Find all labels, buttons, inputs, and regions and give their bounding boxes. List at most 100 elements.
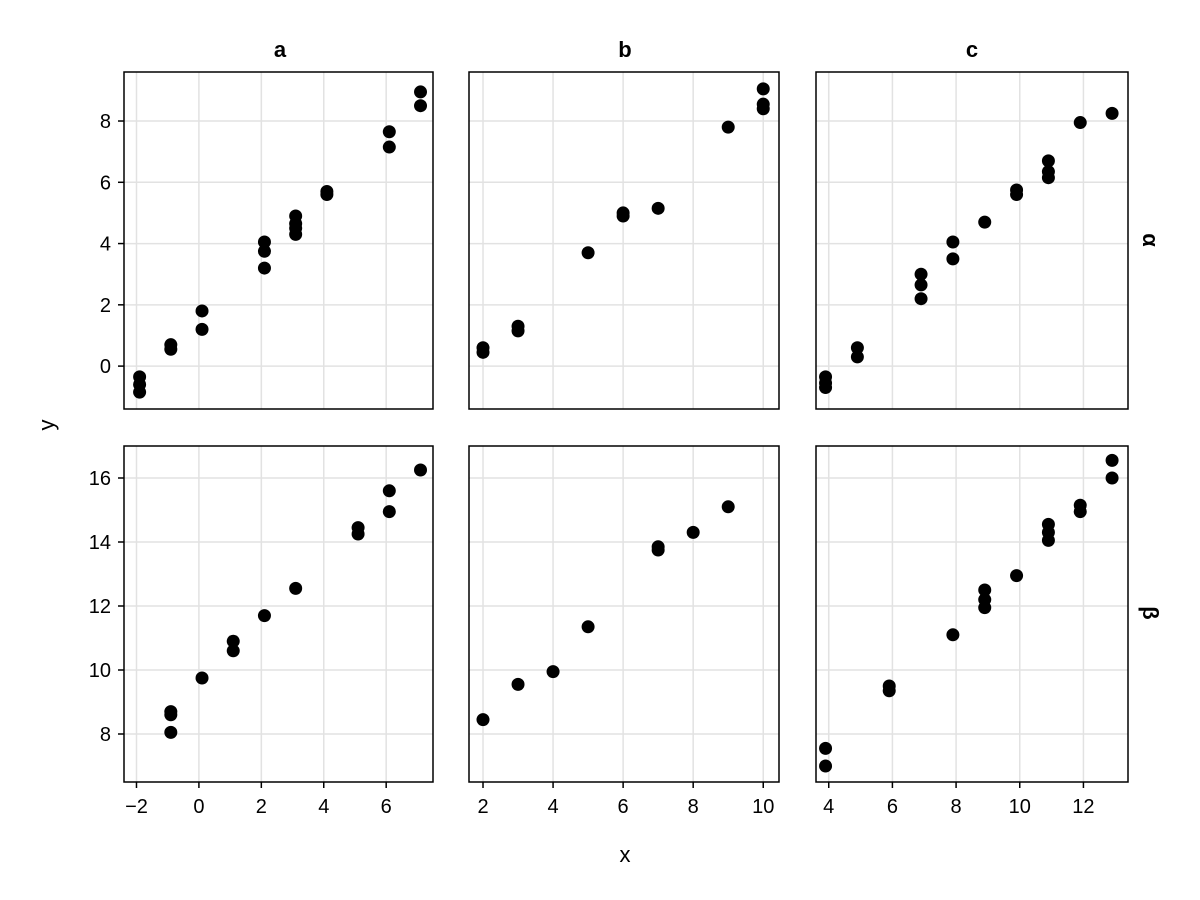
y-tick-label: 10 xyxy=(89,660,111,682)
row-label-beta: β xyxy=(1138,606,1163,619)
x-tick-label: 2 xyxy=(477,796,488,818)
data-point xyxy=(289,209,303,223)
panel-frame xyxy=(123,71,434,410)
data-point xyxy=(133,385,147,399)
data-point xyxy=(946,252,960,266)
column-label-c: c xyxy=(966,37,978,62)
data-point xyxy=(978,583,992,597)
y-tick-label: 2 xyxy=(100,295,111,317)
row-label-alpha: α xyxy=(1138,233,1163,247)
data-point xyxy=(320,184,334,198)
x-tick-label: 6 xyxy=(887,796,898,818)
data-point xyxy=(257,609,271,623)
column-label-b: b xyxy=(618,37,631,62)
x-tick-label: 8 xyxy=(951,796,962,818)
data-point xyxy=(850,341,864,355)
data-point xyxy=(1041,517,1055,531)
panel-r1-c2: 4 6 8 10 12 xyxy=(815,445,1129,818)
y-tick-label: 4 xyxy=(100,234,111,256)
data-point xyxy=(1105,471,1119,485)
data-point xyxy=(382,125,396,139)
panel-r0-c2 xyxy=(815,71,1129,410)
data-point xyxy=(581,620,595,634)
data-point xyxy=(1041,165,1055,179)
data-point xyxy=(1010,569,1024,583)
data-point xyxy=(914,278,928,292)
data-point xyxy=(195,322,209,336)
x-tick-label: 2 xyxy=(256,796,267,818)
data-point xyxy=(756,97,770,111)
data-point xyxy=(1105,453,1119,467)
panel-r0-c1 xyxy=(468,71,780,410)
data-point xyxy=(289,581,303,595)
y-tick-label: 8 xyxy=(100,724,111,746)
data-point xyxy=(382,505,396,519)
data-point xyxy=(511,319,525,333)
x-tick-label: 4 xyxy=(318,796,329,818)
data-point xyxy=(756,82,770,96)
x-axis-label: x xyxy=(620,842,631,867)
y-tick-label: 8 xyxy=(100,111,111,133)
data-point xyxy=(581,246,595,260)
x-tick-label: 12 xyxy=(1072,796,1094,818)
data-point xyxy=(1041,154,1055,168)
data-point xyxy=(382,484,396,498)
panel-r0-c0: 0 2 4 6 8 xyxy=(100,71,434,410)
data-point xyxy=(616,206,630,220)
x-tick-label: 8 xyxy=(688,796,699,818)
panel-frame xyxy=(123,445,434,783)
panel-frame xyxy=(815,445,1129,783)
data-point xyxy=(546,665,560,679)
data-point xyxy=(414,85,428,99)
x-tick-label: −2 xyxy=(125,796,148,818)
data-point xyxy=(914,292,928,306)
y-axis-label: y xyxy=(34,420,59,431)
x-tick-label: 10 xyxy=(752,796,774,818)
panels-layer: 0 2 4 6 8 −2 0 2 4 6 8 10 12 14 16 2 4 6 8 10 4 6 8 10 12 xyxy=(89,71,1129,818)
data-point xyxy=(164,338,178,352)
panel-frame xyxy=(468,71,780,410)
data-point xyxy=(819,741,833,755)
y-tick-label: 6 xyxy=(100,172,111,194)
data-point xyxy=(946,235,960,249)
panel-r1-c0: −2 0 2 4 6 8 10 12 14 16 xyxy=(89,445,434,818)
data-point xyxy=(195,671,209,685)
data-point xyxy=(850,350,864,364)
data-point xyxy=(511,677,525,691)
data-point xyxy=(914,267,928,281)
x-tick-label: 0 xyxy=(193,796,204,818)
data-point xyxy=(226,644,240,658)
x-tick-label: 4 xyxy=(548,796,559,818)
data-point xyxy=(476,713,490,727)
data-point xyxy=(164,705,178,719)
data-point xyxy=(414,99,428,113)
data-point xyxy=(195,304,209,318)
panel-r1-c1: 2 4 6 8 10 xyxy=(468,445,780,818)
data-point xyxy=(382,140,396,154)
data-point xyxy=(351,521,365,535)
data-point xyxy=(1073,116,1087,130)
data-point xyxy=(257,235,271,249)
panel-frame xyxy=(468,445,780,783)
data-point xyxy=(651,201,665,215)
panel-frame xyxy=(815,71,1129,410)
data-point xyxy=(476,341,490,355)
data-point xyxy=(978,593,992,607)
data-point xyxy=(819,381,833,395)
y-tick-label: 12 xyxy=(89,596,111,618)
data-point xyxy=(651,540,665,554)
data-point xyxy=(257,244,271,258)
data-point xyxy=(257,261,271,275)
data-point xyxy=(164,725,178,739)
y-tick-label: 16 xyxy=(89,468,111,490)
y-tick-label: 0 xyxy=(100,356,111,378)
x-tick-label: 4 xyxy=(823,796,834,818)
data-point xyxy=(882,679,896,693)
data-point xyxy=(226,634,240,648)
data-point xyxy=(946,628,960,642)
data-point xyxy=(686,525,700,539)
data-point xyxy=(1073,498,1087,512)
y-tick-label: 14 xyxy=(89,532,111,554)
data-point xyxy=(721,120,735,134)
